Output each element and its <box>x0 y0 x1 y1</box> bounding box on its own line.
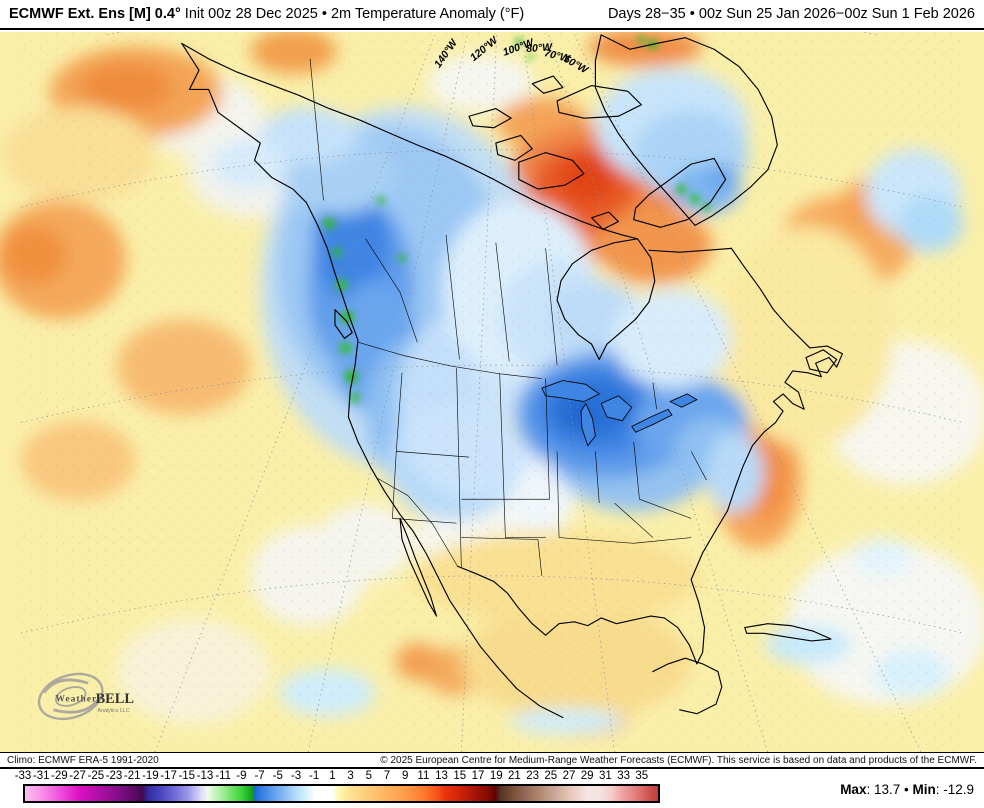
logo-bell-text: BELL <box>96 691 134 707</box>
colorbar-gradient <box>23 784 660 803</box>
weatherbell-logo: Weather BELL Analytics LLC <box>37 672 134 721</box>
title-bar: ECMWF Ext. Ens [M] 0.4° Init 00z 28 Dec … <box>0 0 984 30</box>
min-value: : -12.9 <box>935 782 974 797</box>
logo-tagline: Analytics LLC <box>98 708 130 714</box>
colorbar-tick-label: 17 <box>471 770 485 782</box>
colorbar-tick-label: 31 <box>599 770 612 782</box>
colorbar-tick-label: 21 <box>507 770 521 782</box>
colorbar-tick-label: -13 <box>196 770 214 782</box>
colorbar-tick-labels: -33 -31 -29 -27 -25 -23 -21 -19 -17 -15 -13 -11 -9 -7… <box>15 770 660 784</box>
colorbar-tick-label: 35 <box>635 770 649 782</box>
climo-note: Climo: ECMWF ERA-5 1991-2020 <box>7 754 159 766</box>
colorbar-tick-label: 25 <box>544 770 558 782</box>
colorbar-tick-label: 9 <box>401 770 409 782</box>
max-value: : 13.7 <box>866 782 904 797</box>
colorbar-tick-label: -25 <box>87 770 105 782</box>
colorbar-tick-label: 23 <box>526 770 539 782</box>
model-name: ECMWF Ext. Ens [M] 0.4 <box>9 6 175 22</box>
colorbar-tick-label: -3 <box>290 770 302 782</box>
max-label: Max <box>840 782 867 797</box>
map-area: 140°W 120°W 100°W 80°W 70°W 50°W Weather… <box>0 0 984 753</box>
colorbar-tick-label: -33 <box>14 770 32 782</box>
attribution-bar: Climo: ECMWF ERA-5 1991-2020 © 2025 Euro… <box>0 752 984 769</box>
anomaly-map: 140°W 120°W 100°W 80°W 70°W 50°W Weather… <box>0 0 984 753</box>
great-lakes <box>541 380 698 447</box>
stipple-overlay <box>20 32 964 752</box>
degree-mark: ° <box>174 6 181 22</box>
colorbar-tick-label: -31 <box>32 770 50 782</box>
map-title-left: ECMWF Ext. Ens [M] 0.4° Init 00z 28 Dec … <box>9 6 524 22</box>
colorbar-tick-label: -5 <box>272 770 283 782</box>
colorbar-tick-label: 13 <box>435 770 448 782</box>
min-label: Min <box>908 782 936 797</box>
lon-label-80w: 80°W <box>526 41 554 55</box>
colorbar-tick-label: 1 <box>329 770 336 782</box>
colorbar-tick-label: -23 <box>105 770 123 782</box>
colorbar-tick-label: 19 <box>489 770 503 782</box>
coastlines <box>181 34 843 719</box>
max-min-stats: Max: 13.7 • Min: -12.9 <box>840 782 974 797</box>
colorbar-tick-label: 11 <box>417 770 430 782</box>
colorbar-tick-label: -21 <box>123 770 141 782</box>
colorbar-tick-label: 29 <box>580 770 594 782</box>
colorbar-tick-label: 27 <box>562 770 576 782</box>
copyright-note: © 2025 European Centre for Medium-Range … <box>380 754 977 766</box>
init-and-field: Init 00z 28 Dec 2025 • 2m Temperature An… <box>180 6 525 22</box>
colorbar-tick-label: 7 <box>383 770 391 782</box>
valid-time-range: Days 28−35 • 00z Sun 25 Jan 2026−00z Sun… <box>607 6 975 22</box>
state-borders <box>309 58 707 576</box>
colorbar-tick-label: -15 <box>178 770 196 782</box>
colorbar-tick-label: 5 <box>365 770 373 782</box>
colorbar-tick-label: -11 <box>215 770 232 782</box>
colorbar-tick-label: -27 <box>69 770 86 782</box>
colorbar-tick-label: -29 <box>51 770 68 782</box>
colorbar-tick-label: -19 <box>142 770 159 782</box>
colorbar-tick-label: 33 <box>617 770 631 782</box>
colorbar-tick-label: -1 <box>309 770 320 782</box>
colorbar-tick-label: -9 <box>236 770 247 782</box>
stats-separator: • <box>903 782 909 797</box>
colorbar-tick-label: 3 <box>347 770 354 782</box>
colorbar-tick-label: 15 <box>453 770 467 782</box>
colorbar-tick-label: -17 <box>160 770 177 782</box>
logo-weather-text: Weather <box>55 693 97 704</box>
colorbar-tick-label: -7 <box>254 770 265 782</box>
legend: -33 -31 -29 -27 -25 -23 -21 -19 -17 -15 -13 -11 -9 -7… <box>0 770 984 808</box>
